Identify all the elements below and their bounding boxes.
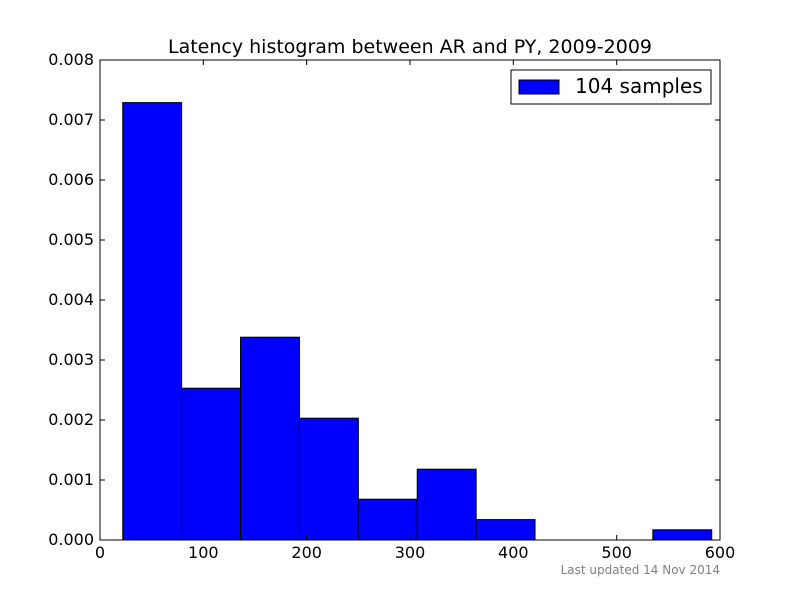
histogram-bar (181, 387, 242, 541)
histogram-bar (122, 102, 183, 541)
axis-ticks: 0 100 200 300 400 500 600 0.000 0.001 0.002 0.003 0… (48, 50, 735, 562)
y-tick-label: 0.001 (48, 470, 94, 489)
bars (122, 102, 713, 541)
histogram-bar (357, 498, 418, 541)
y-tick-label: 0.003 (48, 350, 94, 369)
x-tick-label: 400 (498, 543, 529, 562)
y-tick-label: 0.000 (48, 530, 94, 549)
legend-label: 104 samples (575, 74, 703, 98)
y-tick-label: 0.004 (48, 290, 94, 309)
last-updated-note: Last updated 14 Nov 2014 (561, 563, 720, 577)
histogram-bar (240, 336, 300, 541)
x-tick-label: 100 (188, 543, 219, 562)
y-tick-label: 0.005 (48, 230, 94, 249)
legend: 104 samples (510, 69, 712, 105)
histogram-bar (298, 417, 359, 541)
histogram-bar (475, 519, 536, 541)
chart-title: Latency histogram between AR and PY, 200… (168, 36, 652, 58)
y-tick-label: 0.007 (48, 110, 94, 129)
x-tick-label: 0 (95, 543, 105, 562)
y-tick-label: 0.008 (48, 50, 94, 69)
y-tick-label: 0.002 (48, 410, 94, 429)
x-tick-label: 200 (291, 543, 322, 562)
y-tick-label: 0.006 (48, 170, 94, 189)
x-tick-label: 500 (601, 543, 632, 562)
histogram-bar (652, 529, 713, 541)
legend-swatch (518, 79, 560, 95)
histogram-bar (416, 468, 477, 541)
x-tick-label: 300 (395, 543, 426, 562)
x-tick-label: 600 (705, 543, 736, 562)
